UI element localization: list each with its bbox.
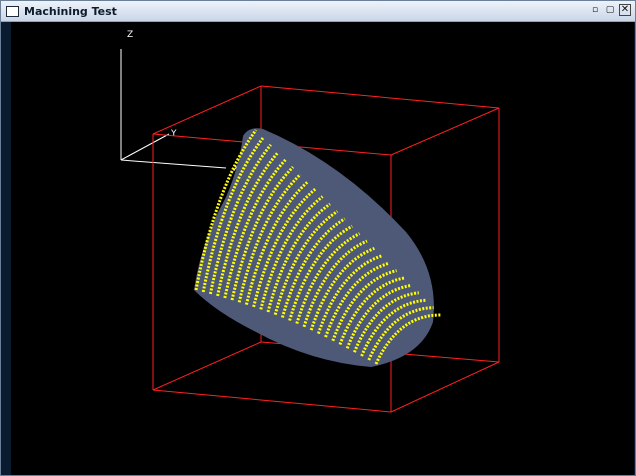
toolpath-line xyxy=(244,180,309,305)
z-axis-label: Z xyxy=(127,30,133,40)
maximize-icon[interactable]: ▢ xyxy=(605,5,615,15)
toolpath-line xyxy=(345,283,412,349)
toolpath-line xyxy=(194,129,258,291)
toolpath-line xyxy=(302,239,368,328)
toolpath-line xyxy=(216,151,280,297)
toolpath-line xyxy=(237,173,302,303)
close-icon[interactable]: ✕ xyxy=(619,4,631,16)
window-title: Machining Test xyxy=(24,4,117,18)
toolpath-line xyxy=(259,195,324,310)
toolpath-line xyxy=(324,261,390,338)
x-axis-label: X xyxy=(233,164,239,174)
toolpath-line xyxy=(273,210,339,316)
3d-scene[interactable]: Z Y X xyxy=(11,22,634,475)
3d-viewport[interactable]: Z Y X xyxy=(11,22,634,475)
coordinate-axes xyxy=(120,49,227,169)
toolpath-line xyxy=(280,217,346,318)
toolpath-line xyxy=(223,158,287,299)
toolpath-line xyxy=(201,136,265,293)
window-icon xyxy=(6,5,19,17)
toolpath-line xyxy=(208,143,272,295)
toolpath-line xyxy=(288,224,353,321)
toolpath-line xyxy=(338,276,405,346)
x-axis xyxy=(120,159,227,169)
toolpath-line xyxy=(252,188,317,308)
toolpath-line xyxy=(230,165,295,301)
title-bar[interactable]: Machining Test ▫ ▢ ✕ xyxy=(1,1,635,22)
toolpath-line xyxy=(266,202,331,313)
toolpath-line xyxy=(353,291,419,353)
minimize-icon[interactable]: ▫ xyxy=(591,5,599,15)
toolpath-line xyxy=(367,306,434,361)
toolpath-line xyxy=(295,232,361,325)
toolpath-lines xyxy=(194,129,442,365)
toolpath-line xyxy=(374,313,442,365)
toolpath-line xyxy=(360,298,427,357)
machined-surface xyxy=(194,128,434,367)
y-axis xyxy=(120,133,170,161)
toolpath-line xyxy=(316,254,383,335)
toolpath-line xyxy=(309,246,375,331)
y-axis-label: Y xyxy=(170,129,177,139)
window-controls: ▫ ▢ ✕ xyxy=(589,4,631,16)
